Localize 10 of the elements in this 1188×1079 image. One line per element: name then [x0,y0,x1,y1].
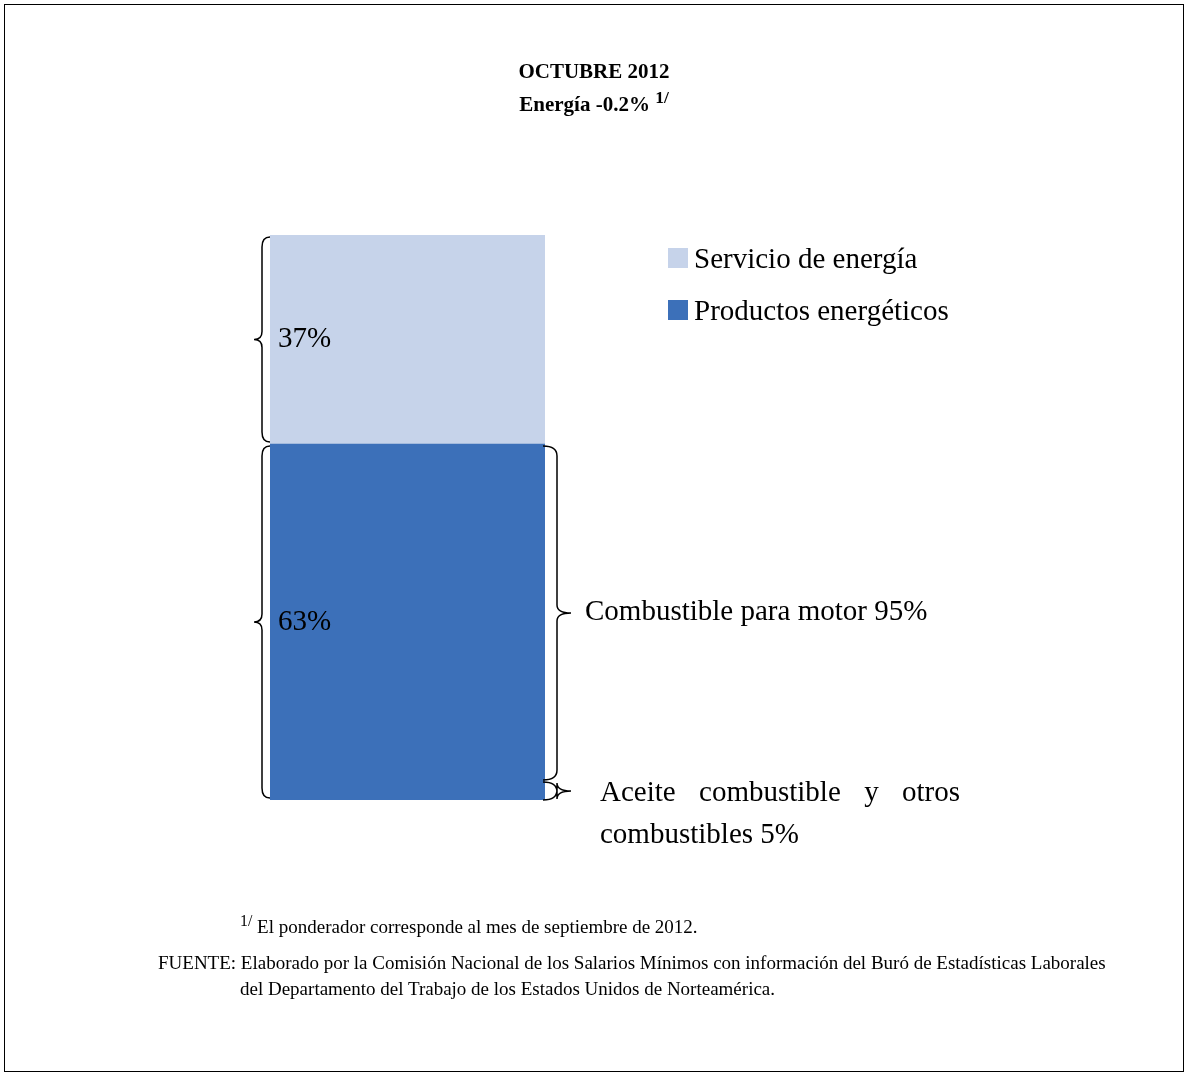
data-label: 37% [278,321,332,354]
text: OCTUBRE 2012 [518,59,670,83]
legend-label: Servicio de energía [694,241,918,275]
source-note: FUENTE: Elaborado por la Comisión Nacional de los Salarios Mínimos con información del Buró de Estadísticas Laborales del Departamento del Trabajo de los Estados Unidos de Norteamérica. [158,951,1107,1001]
text: $^{1/}$ El ponderador corresponde al mes de septiembre de 2012. [240,912,698,939]
legend-label: Productos energéticos [694,293,949,327]
data-label: 63% [278,603,332,636]
text: Aceite combustible y otros combustibles 5% [600,774,960,851]
text: Combustible para motor 95% [585,594,928,628]
text: Energía -0.2% $^{1/}$ [519,87,669,116]
